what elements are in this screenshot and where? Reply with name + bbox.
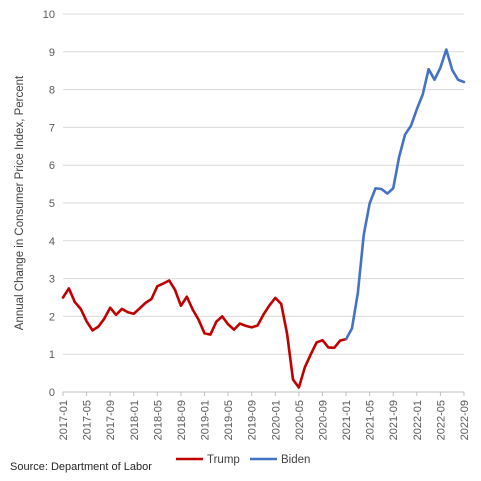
x-tick-label: 2021-01 bbox=[341, 400, 353, 440]
y-tick-label: 5 bbox=[49, 198, 55, 210]
x-tick-label: 2021-09 bbox=[388, 400, 400, 440]
y-tick-label: 10 bbox=[43, 9, 55, 21]
x-tick-label: 2020-09 bbox=[317, 400, 329, 440]
y-tick-label: 3 bbox=[49, 274, 55, 286]
y-tick-label: 6 bbox=[49, 160, 55, 172]
y-axis-label: Annual Change in Consumer Price Index, P… bbox=[14, 75, 26, 330]
gridlines bbox=[63, 13, 464, 355]
y-tick-label: 2 bbox=[49, 311, 55, 323]
x-tick-label: 2017-01 bbox=[58, 400, 70, 440]
legend-label-trump: Trump bbox=[207, 454, 240, 466]
series-line-biden bbox=[344, 48, 466, 341]
y-tick-label: 8 bbox=[49, 85, 55, 97]
x-tick-label: 2022-01 bbox=[412, 400, 424, 440]
legend-label-biden: Biden bbox=[281, 454, 310, 466]
x-tick-label: 2020-01 bbox=[270, 400, 282, 440]
x-tick-label: 2022-05 bbox=[435, 400, 447, 440]
y-tick-label: 7 bbox=[49, 122, 55, 134]
x-tick-label: 2020-05 bbox=[294, 400, 306, 440]
x-tick-label: 2018-01 bbox=[129, 400, 141, 440]
x-tick-label: 2017-09 bbox=[105, 400, 117, 440]
series-lines bbox=[61, 48, 466, 389]
y-tick-label: 4 bbox=[49, 236, 55, 248]
y-tick-label: 9 bbox=[49, 47, 55, 59]
x-tick-label: 2019-01 bbox=[200, 400, 212, 440]
x-tick-label: 2018-09 bbox=[176, 400, 188, 440]
x-tick-label: 2021-05 bbox=[365, 400, 377, 440]
x-axis-ticks: 2017-01 2017-05 2017-09 2018-01 2018-05 2018-… bbox=[58, 392, 471, 440]
series-line-trump bbox=[61, 279, 348, 389]
x-tick-label: 2017-05 bbox=[82, 400, 94, 440]
legend: Trump Biden bbox=[176, 454, 310, 466]
x-tick-label: 2019-05 bbox=[223, 400, 235, 440]
y-tick-label: 1 bbox=[49, 349, 55, 361]
y-tick-label: 0 bbox=[49, 387, 55, 399]
y-axis-ticks: 0 1 2 3 4 5 6 7 8 9 10 bbox=[43, 9, 55, 399]
x-tick-label: 2019-09 bbox=[247, 400, 259, 440]
source-note: Source: Department of Labor bbox=[10, 461, 152, 473]
x-tick-label: 2022-09 bbox=[459, 400, 471, 440]
x-tick-label: 2018-05 bbox=[152, 400, 164, 440]
